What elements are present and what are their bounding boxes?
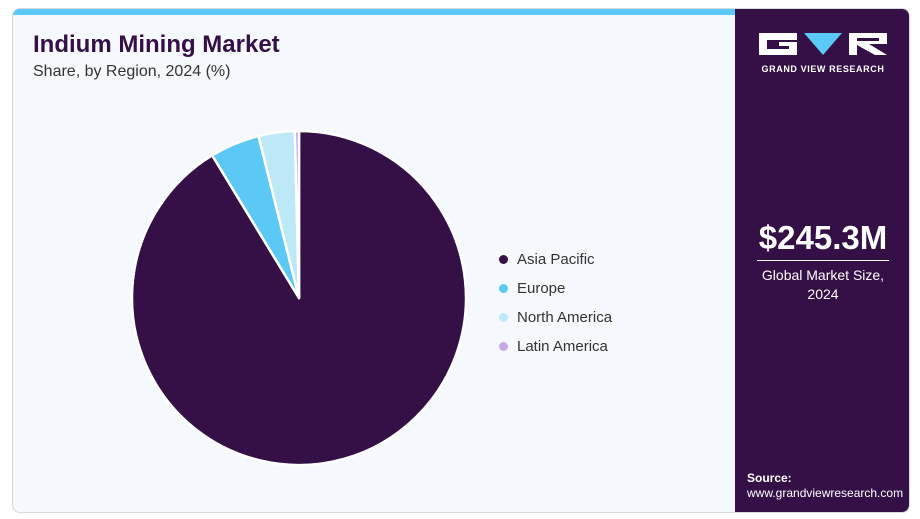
legend-item-latin-america: Latin America — [499, 332, 612, 361]
chart-subtitle: Share, by Region, 2024 (%) — [33, 63, 231, 80]
pie-slices — [130, 129, 468, 467]
source-heading: Source: — [747, 471, 792, 485]
market-size-value: $245.3M — [758, 219, 888, 256]
legend-item-north-america: North America — [499, 303, 612, 332]
legend-item-asia-pacific: Asia Pacific — [499, 245, 612, 274]
legend-marker — [499, 255, 508, 264]
market-size-label: Global Market Size, 2024 — [761, 267, 885, 302]
divider — [757, 260, 889, 261]
legend-label: Asia Pacific — [517, 251, 595, 268]
legend-marker — [499, 313, 508, 322]
chart-legend: Asia Pacific Europe North America Latin Ame… — [499, 245, 612, 361]
legend-item-europe: Europe — [499, 274, 612, 303]
legend-marker — [499, 284, 508, 293]
brand-name: GRAND VIEW RESEARCH — [761, 64, 885, 74]
chart-title: Indium Mining Market — [33, 31, 280, 58]
chart-card: Indium Mining Market Share, by Region, 2… — [12, 8, 910, 513]
pie-chart — [130, 129, 468, 467]
legend-marker — [499, 342, 508, 351]
legend-label: Latin America — [517, 338, 608, 355]
legend-label: North America — [517, 309, 613, 326]
legend-label: Europe — [517, 280, 566, 297]
source-link[interactable]: www.grandviewresearch.com — [747, 486, 904, 500]
accent-bar — [13, 9, 735, 15]
pie-slice-latin-america — [293, 129, 301, 300]
grand-view-research-logo — [759, 33, 887, 55]
side-panel: GRAND VIEW RESEARCH $245.3M Global Marke… — [735, 9, 909, 512]
